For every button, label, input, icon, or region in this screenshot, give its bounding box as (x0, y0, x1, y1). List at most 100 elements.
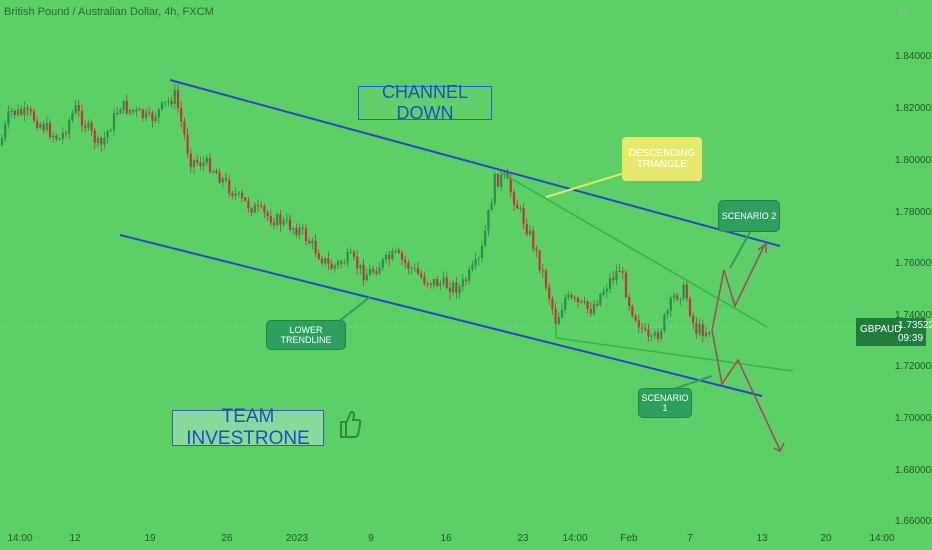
candle-body (567, 294, 570, 298)
candle-body (516, 204, 519, 209)
candle-body (45, 123, 48, 131)
candle-body (631, 306, 634, 316)
candle-body (192, 160, 196, 168)
candle-body (256, 205, 260, 207)
x-tick-label: 20 (820, 533, 832, 544)
candle-body (653, 332, 656, 336)
candle-body (669, 297, 672, 311)
candle-body (100, 137, 103, 145)
candle-body (407, 262, 410, 269)
candle-body (96, 137, 100, 144)
scenario-2-arrowhead (757, 242, 767, 253)
candle-body (375, 271, 378, 274)
team-label[interactable]: TEAM INVESTRONE (172, 406, 324, 449)
candle-body (708, 332, 711, 334)
x-tick-label: 14:00 (562, 533, 588, 544)
y-tick-label: 1.74000 (895, 310, 932, 321)
channel-down-label[interactable]: CHANNEL DOWN (358, 82, 492, 123)
scenario-2-label[interactable]: SCENARIO 2 (718, 200, 780, 232)
candle-body (365, 274, 368, 281)
candles (0, 83, 711, 343)
x-tick-label: 12 (69, 533, 81, 544)
descending-triangle-label[interactable]: DESCENDING TRIANGLE (622, 137, 702, 181)
candle-body (346, 252, 349, 264)
candle-body (167, 100, 170, 103)
candle-body (420, 273, 423, 277)
candle-body (333, 265, 336, 269)
candle-body (109, 130, 112, 132)
candle-body (36, 120, 39, 128)
lower-trendline-label[interactable]: LOWER TRENDLINE (266, 320, 346, 350)
candle-body (23, 107, 26, 115)
candle-body (368, 269, 372, 275)
candle-body (55, 135, 58, 140)
triangle-upper-line[interactable] (499, 171, 768, 328)
candle-body (160, 102, 164, 110)
candle-body (455, 282, 458, 293)
candle-body (560, 310, 564, 318)
candle-body (474, 259, 477, 265)
candle-body (285, 219, 288, 221)
candle-body (128, 109, 132, 114)
candle-body (103, 137, 106, 145)
candle-body (701, 324, 704, 337)
candle-body (381, 259, 384, 268)
candle-body (298, 227, 301, 235)
candle-body (349, 251, 352, 253)
candle-body (624, 272, 628, 297)
candle-body (237, 192, 240, 194)
candle-body (80, 110, 84, 126)
channel-top-line[interactable] (169, 79, 781, 247)
candle-body (231, 193, 234, 196)
candle-body (215, 171, 218, 173)
candle-body (557, 317, 560, 324)
candle-body (484, 230, 487, 246)
sc2-callout-pointer (729, 231, 751, 269)
candle-body (196, 160, 199, 163)
triangle-lower-line[interactable] (555, 337, 794, 372)
x-tick-label: 14:00 (869, 533, 895, 544)
candle-body (400, 252, 404, 260)
candle-body (4, 124, 7, 139)
price-tag-price: 1.73522 (898, 320, 932, 331)
x-tick-label: 13 (756, 533, 768, 544)
scenario-1-label[interactable]: SCENARIO 1 (638, 388, 692, 418)
candle-body (525, 224, 528, 235)
candle-body (615, 270, 618, 280)
candle-body (586, 301, 589, 309)
y-tick-label: 1.72000 (895, 361, 932, 372)
candle-body (650, 335, 653, 337)
candle-body (224, 178, 228, 180)
y-tick-label: 1.76000 (895, 258, 932, 269)
candle-body (308, 241, 311, 244)
candle-body (608, 277, 612, 289)
candle-body (692, 315, 695, 323)
candle-body (397, 250, 400, 253)
x-tick-label: 7 (687, 533, 693, 544)
candle-body (541, 270, 544, 272)
candle-body (461, 279, 464, 287)
candle-body (317, 253, 320, 259)
candle-body (564, 297, 567, 311)
price-tag-countdown: 09:39 (898, 333, 924, 344)
candle-body (0, 138, 4, 145)
x-tick-label: 26 (221, 533, 233, 544)
candle-body (330, 263, 333, 269)
candle-body (618, 270, 621, 272)
candle-body (164, 102, 167, 104)
candle-body (7, 111, 10, 125)
candle-body (52, 135, 55, 138)
candle-body (279, 214, 282, 225)
candle-body (138, 109, 141, 111)
candle-body (157, 109, 160, 118)
candle-body (154, 117, 157, 121)
candle-body (544, 270, 548, 288)
y-tick-label: 1.68000 (895, 465, 932, 476)
candle-body (493, 174, 496, 204)
candle-body (477, 258, 480, 260)
channel-bottom-line[interactable] (119, 234, 763, 397)
candle-body (612, 277, 615, 280)
candle-body (272, 222, 276, 226)
